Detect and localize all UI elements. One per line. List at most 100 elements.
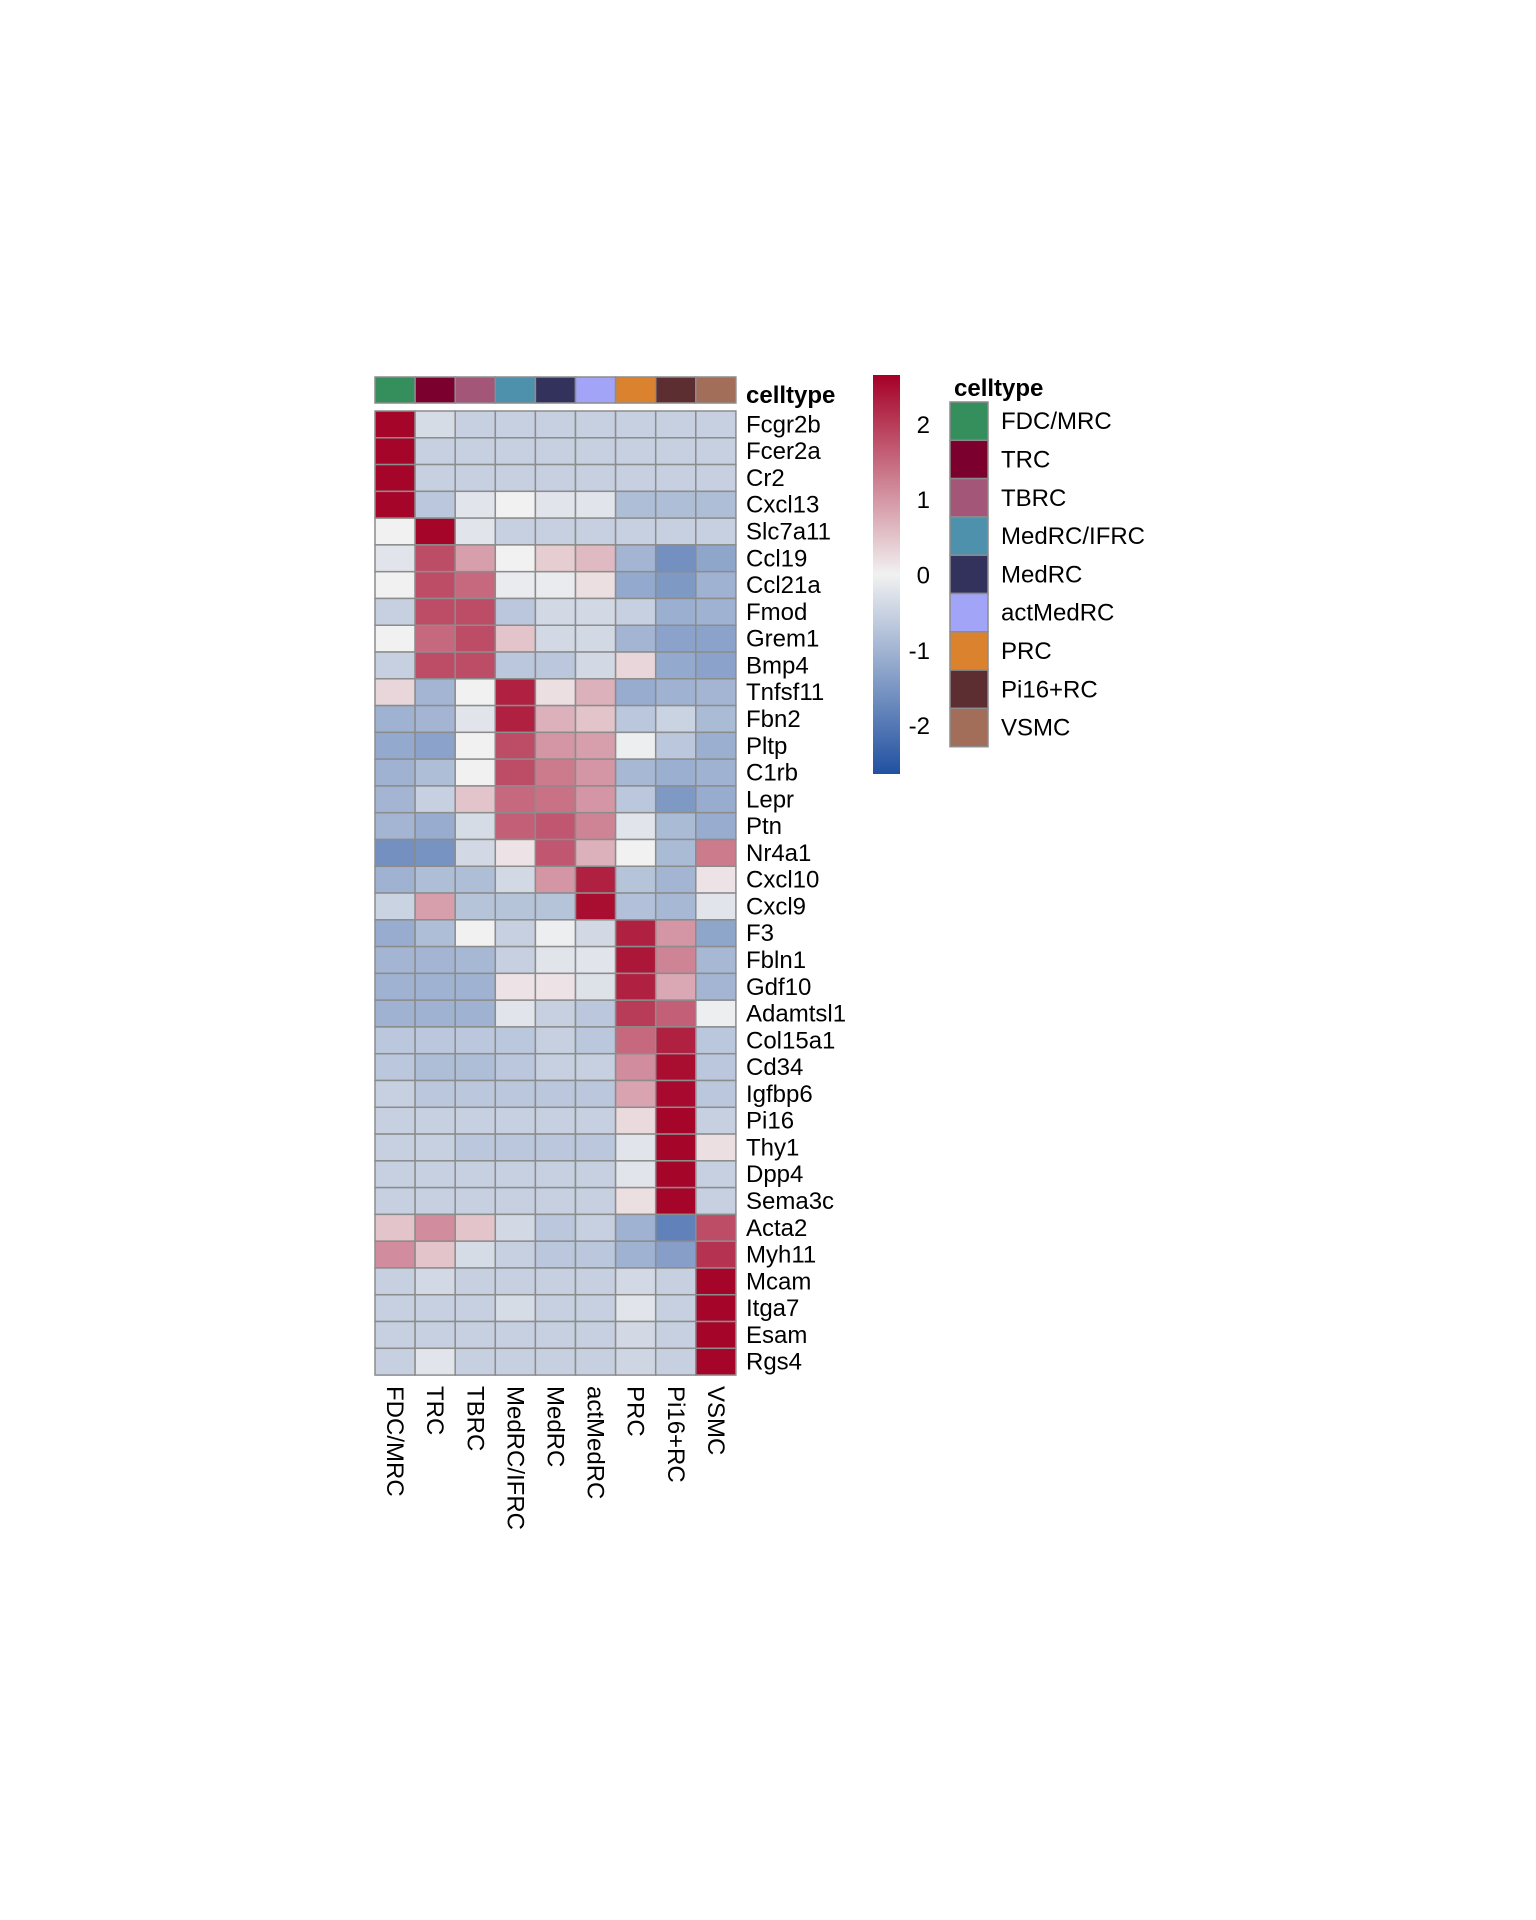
heatmap-cell: [654, 785, 697, 814]
heatmap-cell: [614, 544, 657, 573]
heatmap-cell: [414, 865, 456, 894]
heatmap-cell: [695, 1052, 737, 1082]
heatmap-cell: [414, 1079, 456, 1109]
heatmap-cell: [414, 597, 456, 626]
heatmap-cell: [574, 1293, 617, 1323]
heatmap-cell: [574, 437, 617, 466]
heatmap-cell: [534, 1106, 577, 1135]
heatmap-cell: [574, 1106, 617, 1135]
heatmap-cell: [574, 972, 617, 1001]
heatmap-cell: [695, 731, 737, 760]
heatmap-cell: [374, 919, 416, 948]
heatmap-cell: [574, 1133, 617, 1162]
heatmap-cell: [374, 865, 416, 894]
heatmap-cell: [695, 1160, 737, 1189]
heatmap-cell: [534, 731, 577, 760]
heatmap-cell: [494, 972, 537, 1001]
heatmap-cell: [414, 945, 456, 975]
heatmap-cell: [494, 651, 537, 680]
heatmap-cell: [574, 1240, 617, 1269]
heatmap-cell: [374, 999, 416, 1028]
heatmap-cell: [454, 1133, 497, 1162]
heatmap-cell: [494, 1186, 537, 1216]
heatmap-cell: [574, 1079, 617, 1109]
legend-label: Pi16+RC: [1001, 676, 1098, 703]
row-label: Cd34: [746, 1054, 803, 1081]
heatmap-cell: [654, 651, 697, 680]
heatmap-cell: [374, 517, 416, 546]
heatmap-cell: [414, 838, 456, 868]
legend-label: TRC: [1001, 446, 1050, 473]
heatmap-cell: [614, 1079, 657, 1109]
legend-label: PRC: [1001, 638, 1052, 665]
heatmap-cell: [374, 945, 416, 975]
annotation-title: celltype: [746, 382, 835, 409]
heatmap-cell: [534, 1213, 577, 1242]
row-label: Col15a1: [746, 1027, 835, 1054]
heatmap-cell: [494, 517, 537, 546]
heatmap-cell: [534, 463, 577, 493]
heatmap-cell: [374, 1106, 416, 1135]
heatmap-cell: [654, 945, 697, 975]
heatmap-cell: [534, 517, 577, 546]
heatmap-cell: [374, 1079, 416, 1109]
heatmap-cell: [614, 624, 657, 653]
colorbar-tick-label: -1: [909, 638, 930, 665]
heatmap-cell: [414, 678, 456, 707]
heatmap-cell: [695, 811, 737, 841]
heatmap-cell: [574, 410, 617, 439]
heatmap-cell: [695, 758, 737, 787]
row-label: Rgs4: [746, 1349, 802, 1376]
annotation-cell-MedRC: [534, 376, 577, 404]
heatmap-cell: [614, 1320, 657, 1350]
heatmap-cell: [454, 1186, 497, 1216]
heatmap-cell: [414, 1267, 456, 1296]
heatmap-cell: [654, 892, 697, 921]
heatmap-cell: [374, 651, 416, 680]
legend-label: MedRC: [1001, 561, 1082, 588]
heatmap-cell: [574, 1052, 617, 1082]
legend-swatch: [949, 401, 989, 442]
heatmap-cell: [534, 410, 577, 439]
row-label: Cxcl13: [746, 492, 819, 519]
heatmap-cell: [454, 1320, 497, 1350]
heatmap-cell: [494, 1052, 537, 1082]
heatmap-cell: [695, 1106, 737, 1135]
heatmap-cell: [654, 704, 697, 734]
column-labels: FDC/MRC TRC TBRC MedRC/IFRC MedRC actMedRC PRC…: [381, 1386, 729, 1530]
color-scale-legend: 2 1 0 -1 -2: [873, 375, 930, 774]
heatmap-cell: [614, 463, 657, 493]
heatmap-cell: [454, 570, 497, 600]
heatmap-cell: [414, 490, 456, 519]
heatmap-cell: [494, 1079, 537, 1109]
heatmap-cell: [654, 731, 697, 760]
heatmap-cell: [654, 1213, 697, 1242]
heatmap-cell: [654, 410, 697, 439]
heatmap-cell: [654, 838, 697, 868]
heatmap-cell: [574, 1026, 617, 1055]
row-label: Cr2: [746, 465, 785, 492]
legend-swatch: [949, 516, 989, 556]
heatmap-cell: [494, 1320, 537, 1350]
heatmap-cell: [494, 570, 537, 600]
heatmap-cell: [414, 811, 456, 841]
row-label: Fbn2: [746, 706, 801, 733]
heatmap-cell: [654, 1052, 697, 1082]
heatmap-cell: [574, 678, 617, 707]
heatmap-cell: [695, 570, 737, 600]
heatmap-cell: [454, 999, 497, 1028]
heatmap-cell: [654, 758, 697, 787]
heatmap-cell: [454, 597, 497, 626]
heatmap-cell: [534, 999, 577, 1028]
column-label: PRC: [622, 1386, 649, 1437]
heatmap-cell: [574, 731, 617, 760]
heatmap-cell: [654, 811, 697, 841]
heatmap-cell: [374, 1052, 416, 1082]
heatmap-cell: [614, 865, 657, 894]
colorbar-tick-label: -2: [909, 713, 930, 740]
heatmap-cell: [414, 1293, 456, 1323]
heatmap-cell: [374, 1320, 416, 1350]
heatmap-cell: [414, 651, 456, 680]
heatmap-cell: [494, 1106, 537, 1135]
